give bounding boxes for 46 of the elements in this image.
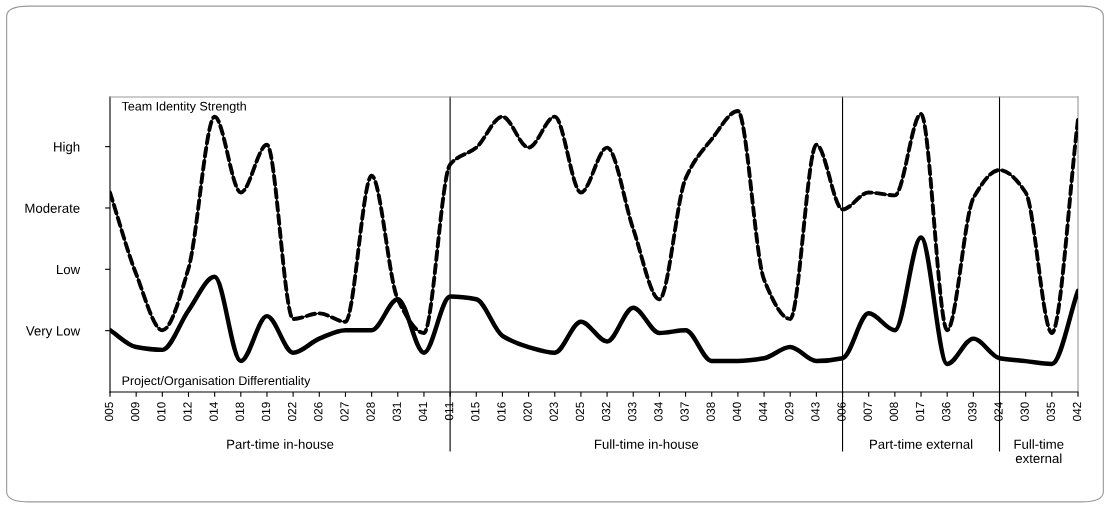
x-tick-label: 044 <box>758 402 768 421</box>
x-tick-label: 031 <box>392 402 401 421</box>
x-tick-label: 042 <box>1072 402 1082 421</box>
x-tick-label: 011 <box>444 402 454 421</box>
x-tick-label: 007 <box>863 402 872 421</box>
x-tick-label: 022 <box>287 402 297 421</box>
x-tick-label: 028 <box>366 402 375 421</box>
x-tick-label: 018 <box>235 402 244 421</box>
text: Part-time external <box>870 439 973 449</box>
x-tick-label: 034 <box>654 402 663 421</box>
x-tick-label: 026 <box>314 402 323 421</box>
x-tick-label: 020 <box>523 402 532 421</box>
x-tick-label: 027 <box>340 402 349 421</box>
text: Full-time in-house <box>594 439 699 449</box>
category-label: Low <box>57 265 81 275</box>
x-tick-label: 025 <box>575 402 585 421</box>
x-tick-label: 009 <box>130 402 140 421</box>
x-tick-label: 005 <box>104 402 114 421</box>
text: Full-time external <box>1014 439 1064 464</box>
x-tick-label: 036 <box>942 402 951 421</box>
x-tick-label: 038 <box>706 402 715 421</box>
x-tick-label: 040 <box>732 402 742 421</box>
x-tick-label: 033 <box>628 402 637 421</box>
category-label: Very Low <box>25 326 81 339</box>
category-label: Moderate <box>25 203 80 213</box>
x-tick-label: 032 <box>601 402 611 421</box>
x-tick-label: 041 <box>418 402 428 421</box>
x-tick-label: 008 <box>889 402 899 421</box>
x-tick-label: 017 <box>915 402 925 421</box>
x-tick-label: 023 <box>549 402 558 421</box>
text: Project/Organisation Differentiality <box>122 375 311 388</box>
x-tick-label: 014 <box>209 402 218 421</box>
x-tick-label: 030 <box>1020 402 1029 421</box>
x-tick-label: 016 <box>497 402 506 421</box>
x-tick-label: 015 <box>471 402 480 421</box>
x-tick-label: 029 <box>785 402 794 421</box>
x-tick-label: 010 <box>157 402 166 421</box>
category-label: High <box>54 141 80 155</box>
x-tick-label: 035 <box>1046 402 1056 421</box>
text: Team Identity Strength <box>121 101 246 114</box>
x-tick-label: 019 <box>261 402 271 421</box>
x-tick-label: 012 <box>183 402 192 421</box>
text: Part-time in-house <box>227 439 334 449</box>
x-tick-label: 037 <box>680 402 689 421</box>
x-tick-label: 043 <box>811 402 820 421</box>
x-tick-label: 039 <box>968 402 977 421</box>
